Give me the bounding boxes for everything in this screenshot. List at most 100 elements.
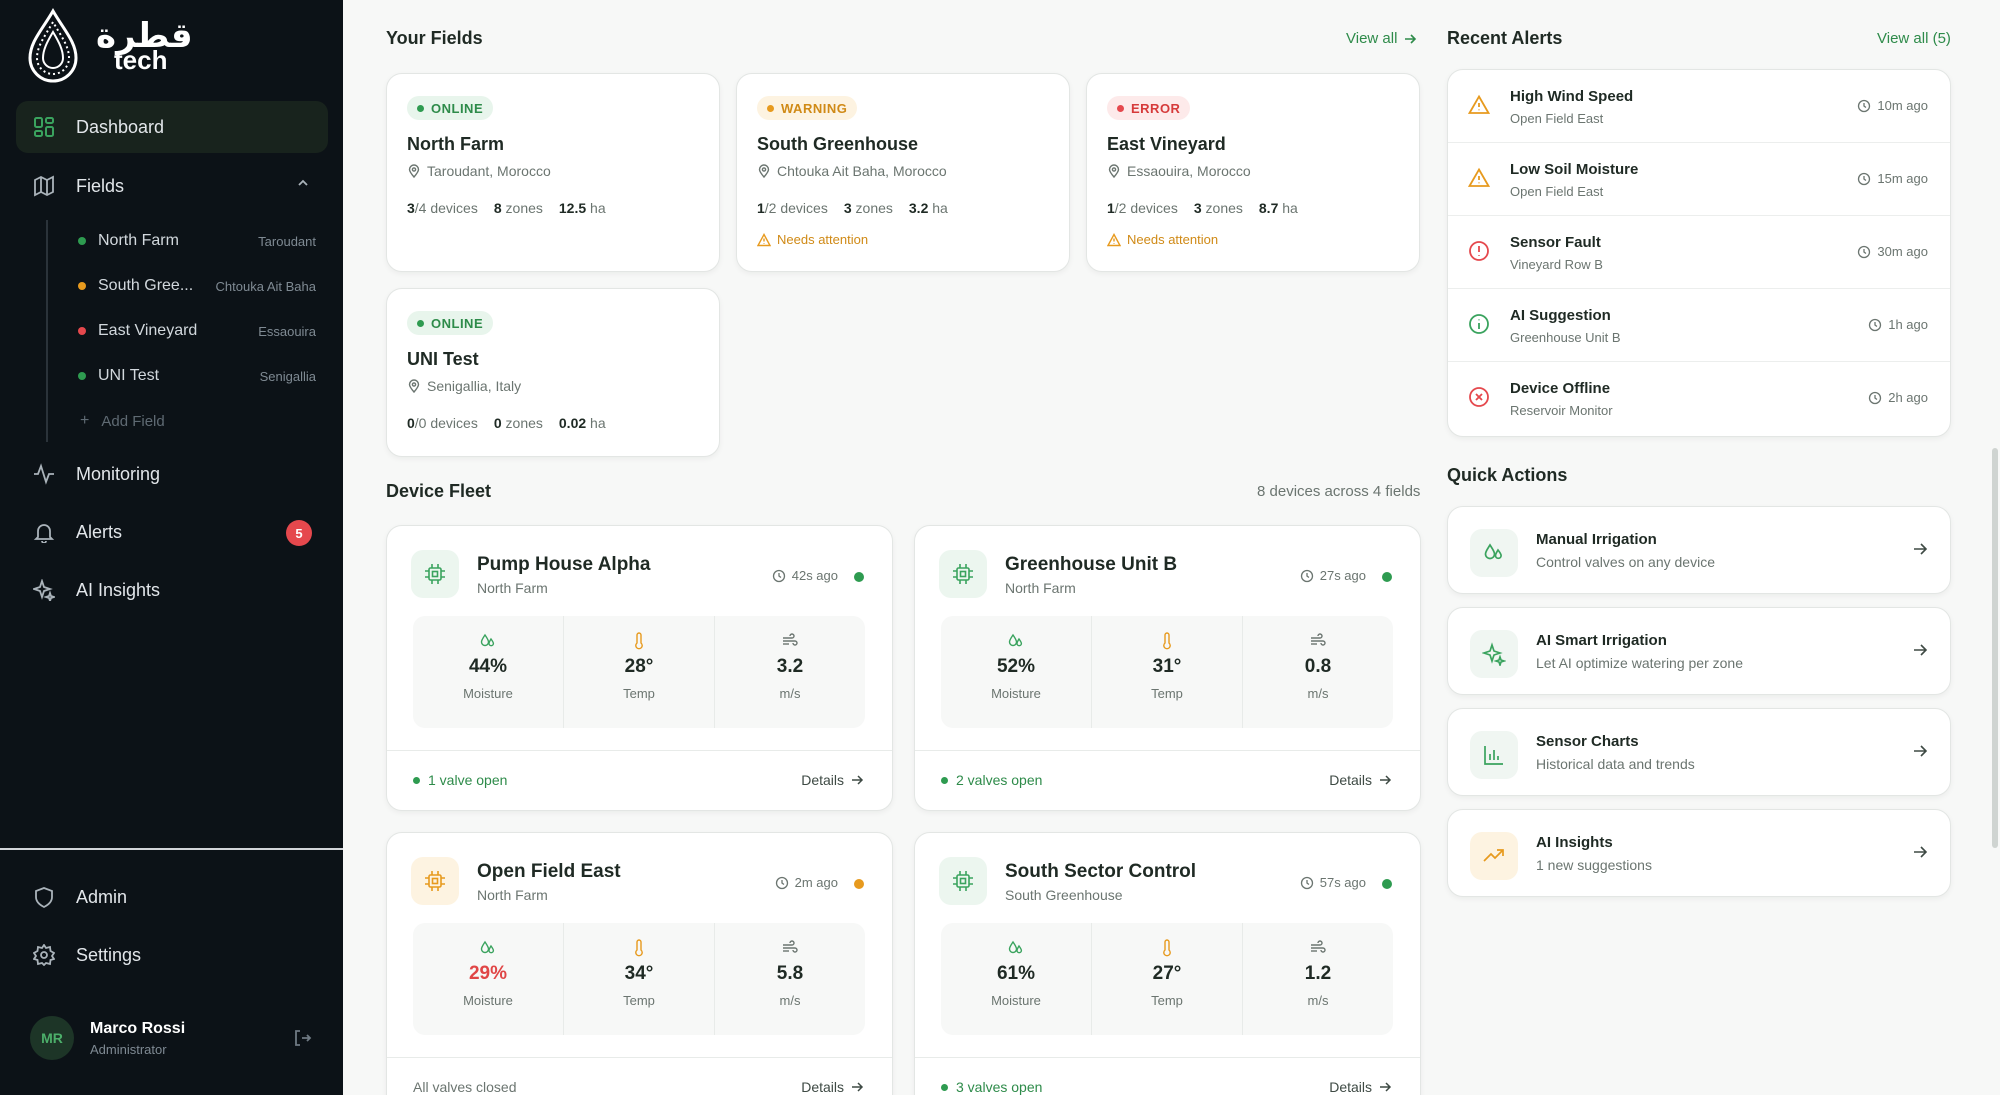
status-badge: ONLINE [407,311,494,335]
alert-item[interactable]: Device Offline Reservoir Monitor 2h ago [1448,362,1950,435]
trending-up-icon [1470,832,1518,880]
droplets-icon [1008,633,1023,647]
alerts-view-all-link[interactable]: View all (5) [1877,30,1951,47]
valve-status: 3 valves open [941,1079,1042,1095]
nav-admin-label: Admin [76,886,128,907]
add-field-button[interactable]: + Add Field [66,406,316,436]
wind-metric: 1.2 m/s [1243,923,1393,1035]
alert-item[interactable]: AI Suggestion Greenhouse Unit B 1h ago [1448,289,1950,362]
status-badge: ERROR [1107,96,1191,120]
sidebar-field-location: Taroudant [258,233,316,249]
needs-attention-note: Needs attention [757,232,868,247]
alerts-count-badge: 5 [286,520,312,546]
warning-icon [1468,94,1490,114]
device-details-link[interactable]: Details [1329,772,1392,788]
page-scrollbar[interactable] [1992,448,1998,848]
brand-logo[interactable]: قطرة tech [24,6,193,86]
user-name: Marco Rossi [90,1019,186,1037]
device-last-seen: 27s ago [1300,568,1366,583]
sidebar-field-location: Chtouka Ait Baha [215,278,316,294]
field-card[interactable]: WARNING South Greenhouse Chtouka Ait Bah… [736,73,1070,272]
nav-alerts[interactable]: Alerts 5 [16,506,328,558]
nav-fields[interactable]: Fields [16,160,328,212]
status-dot [78,282,86,290]
plus-icon: + [80,412,90,429]
device-card[interactable]: South Sector Control South Greenhouse 57… [914,832,1421,1095]
nav-fields-label: Fields [76,175,125,196]
nav-dashboard[interactable]: Dashboard [16,101,328,153]
arrow-right-icon [1914,846,1928,858]
nav-monitoring[interactable]: Monitoring [16,448,328,500]
clock-icon [1869,391,1882,404]
valve-status: All valves closed [413,1079,517,1095]
status-dot [78,327,86,335]
device-field: North Farm [1005,580,1076,596]
water-drop-logo-icon [28,8,78,83]
arrow-right-icon [1914,745,1928,757]
warning-icon [1107,232,1121,246]
thermometer-icon [635,632,643,650]
gear-icon [32,943,56,967]
clock-icon [1300,569,1313,582]
field-card[interactable]: ONLINE UNI Test Senigallia, Italy 0/0 de… [386,288,720,457]
device-details-link[interactable]: Details [1329,1079,1392,1095]
field-name: South Greenhouse [757,134,919,154]
arrow-right-icon [1405,33,1417,44]
bell-icon [32,520,56,544]
quick-action-sensor-charts[interactable]: Sensor Charts Historical data and trends [1447,708,1951,796]
nav-settings[interactable]: Settings [16,929,328,981]
alert-item[interactable]: High Wind Speed Open Field East 10m ago [1448,70,1950,143]
device-details-link[interactable]: Details [801,1079,864,1095]
bar-chart-icon [1470,731,1518,779]
device-name: Pump House Alpha [477,554,651,575]
logout-icon[interactable] [292,1028,312,1048]
device-card[interactable]: Pump House Alpha North Farm 42s ago 44% … [386,525,893,811]
valve-status: 1 valve open [413,772,507,788]
clock-icon [1858,172,1871,185]
brand-arabic: قطرة [96,16,193,56]
clock-icon [1858,245,1871,258]
droplets-icon [480,940,495,954]
sidebar-field-item[interactable]: East Vineyard Essaouira [66,316,316,346]
field-card[interactable]: ONLINE North Farm Taroudant, Morocco 3/4… [386,73,720,272]
nav-ai-insights-label: AI Insights [76,579,161,600]
wind-metric: 5.8 m/s [715,923,865,1035]
device-status-dot [854,879,864,889]
fields-tree-line [46,220,48,442]
info-icon [1469,314,1489,334]
nav-ai-insights[interactable]: AI Insights [16,564,328,616]
field-stats: 0/0 devices 0 zones 0.02 ha [407,415,606,431]
device-details-link[interactable]: Details [801,772,864,788]
wind-icon [1311,940,1326,953]
x-circle-icon [1469,387,1489,407]
device-status-dot [854,572,864,582]
error-circle-icon [1469,241,1489,261]
sidebar-field-item[interactable]: North Farm Taroudant [66,226,316,256]
temp-metric: 31° Temp [1092,616,1243,728]
quick-action-ai-insights[interactable]: AI Insights 1 new suggestions [1447,809,1951,897]
chip-icon [939,857,987,905]
alert-item[interactable]: Sensor Fault Vineyard Row B 30m ago [1448,216,1950,289]
device-fleet-title: Device Fleet [386,481,492,501]
quick-action-manual-irrigation[interactable]: Manual Irrigation Control valves on any … [1447,506,1951,594]
nav-dashboard-label: Dashboard [76,116,165,137]
wind-icon [1311,633,1326,646]
sidebar-divider [0,848,343,850]
dashboard-grid-icon [32,115,56,139]
quick-action-ai-smart-irrigation[interactable]: AI Smart Irrigation Let AI optimize wate… [1447,607,1951,695]
map-icon [32,174,56,198]
alert-item[interactable]: Low Soil Moisture Open Field East 15m ag… [1448,143,1950,216]
device-card[interactable]: Greenhouse Unit B North Farm 27s ago 52%… [914,525,1421,811]
chevron-up-icon[interactable] [296,176,310,190]
nav-admin[interactable]: Admin [16,871,328,923]
field-name: UNI Test [407,349,479,369]
field-card[interactable]: ERROR East Vineyard Essaouira, Morocco 1… [1086,73,1420,272]
user-profile[interactable]: MR Marco Rossi Administrator [30,1016,185,1060]
wind-icon [783,633,798,646]
device-card[interactable]: Open Field East North Farm 2m ago 29% Mo… [386,832,893,1095]
fields-view-all-link[interactable]: View all [1346,30,1417,47]
sidebar-field-item[interactable]: South Gree... Chtouka Ait Baha [66,271,316,301]
sidebar-field-item[interactable]: UNI Test Senigallia [66,361,316,391]
device-last-seen: 42s ago [772,568,838,583]
device-status-dot [1382,572,1392,582]
